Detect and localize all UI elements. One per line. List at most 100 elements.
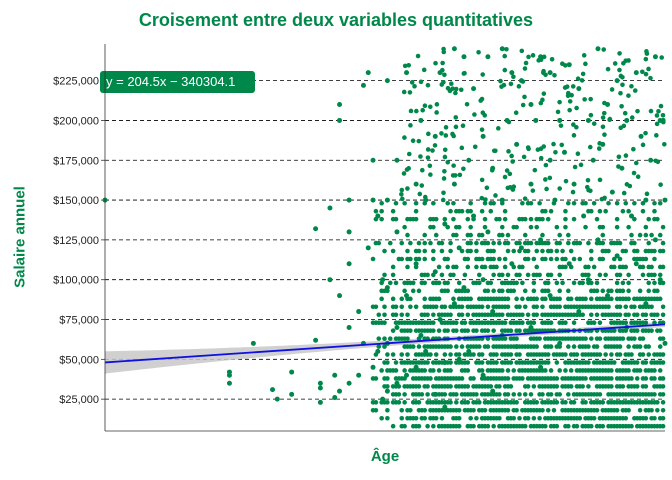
data-point [588,296,594,302]
data-point [476,280,482,286]
data-point [365,70,371,76]
data-point [657,296,663,302]
data-point [632,216,637,222]
data-point [456,352,462,357]
data-point [659,55,665,60]
data-point [624,117,630,123]
data-point [649,407,654,413]
data-point [517,415,522,421]
data-point [488,208,494,214]
data-point [373,407,379,413]
data-point [563,320,568,326]
data-point [580,280,585,286]
data-point [517,272,522,278]
data-point [541,54,547,60]
data-point [602,100,607,106]
data-point [479,127,485,132]
data-point [648,75,653,81]
data-point [479,256,485,262]
data-point [459,376,465,381]
data-point [571,344,577,349]
data-point [410,138,416,144]
data-point [379,415,384,421]
data-point [526,54,531,60]
data-point [471,352,476,357]
data-point [399,191,404,197]
data-point [491,272,496,278]
data-point [595,46,601,52]
data-point [511,368,517,373]
regression-line [104,323,666,364]
data-point [554,256,560,262]
data-point [560,280,565,286]
data-point [439,240,445,246]
data-point [402,200,407,206]
data-point [416,256,422,262]
data-point [465,256,471,262]
data-point [585,117,591,123]
data-point [558,123,564,128]
data-point [652,237,658,243]
data-point [448,248,453,254]
data-point [436,368,442,373]
data-point [422,248,428,254]
data-point [502,264,508,270]
data-point [660,312,666,318]
data-point [499,272,505,278]
data-point [387,240,393,246]
data-point [394,229,400,235]
data-point [416,248,422,254]
data-point [571,256,577,262]
data-point [448,240,453,246]
data-point [643,197,649,203]
data-point [405,352,410,357]
data-point [633,160,639,166]
data-point [465,264,471,270]
data-point [448,384,453,389]
data-point [517,240,522,246]
data-point [655,312,660,318]
data-point [422,407,428,413]
data-point [402,368,407,373]
data-point [427,163,433,169]
data-point [420,107,425,113]
data-point [660,360,666,365]
data-point [557,296,563,302]
data-point [640,200,646,206]
data-point [402,423,407,429]
data-point [655,400,660,405]
data-point [396,400,402,405]
data-point [557,272,563,278]
data-point [557,344,563,349]
data-point [557,304,563,310]
data-point [454,344,459,349]
data-point [571,133,577,138]
data-point [433,216,439,222]
data-point [471,376,476,381]
data-point [568,264,574,270]
data-point [474,415,479,421]
data-point [459,304,465,310]
data-point [580,384,585,389]
data-point [457,172,463,178]
data-point [384,285,390,291]
data-point [505,368,511,373]
data-point [479,232,485,238]
data-point [533,117,539,123]
data-point [479,195,485,201]
data-point [464,101,470,107]
data-point [517,328,522,333]
data-point [440,67,445,73]
data-point [431,224,436,230]
data-point [662,340,668,346]
data-point [468,208,473,214]
data-point [545,240,551,246]
data-point [454,320,459,326]
data-point [655,407,660,413]
data-point [623,200,629,206]
data-point [448,312,453,318]
data-point [601,47,607,52]
data-point [594,344,600,349]
data-point [620,336,626,341]
data-point [660,384,666,389]
